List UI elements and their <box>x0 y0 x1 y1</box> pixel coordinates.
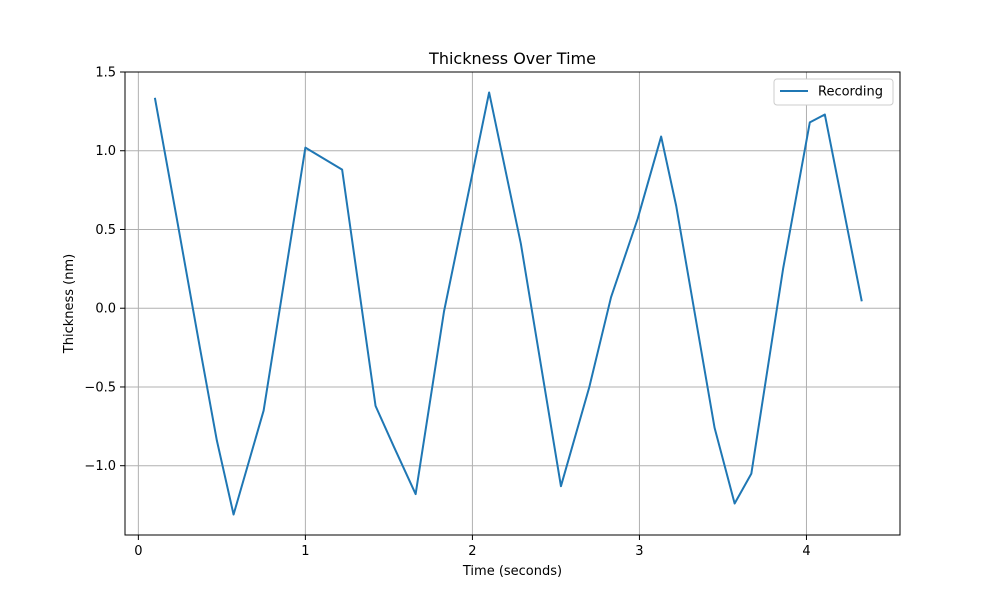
x-tick-label: 1 <box>301 544 309 559</box>
legend: Recording <box>773 78 894 106</box>
y-tick-label: 1.0 <box>95 144 116 159</box>
ticks: 0 1 2 3 4 −1.0 −0.5 0.0 0.5 1.0 1.5 <box>84 66 810 560</box>
y-tick-label: −0.5 <box>84 380 116 395</box>
plot-frame <box>124 71 901 536</box>
legend-box <box>773 78 894 106</box>
y-tick-label: 0.5 <box>95 223 116 238</box>
y-tick-label: 1.5 <box>95 66 116 81</box>
legend-label: Recording <box>818 85 883 100</box>
y-axis-label: Thickness (nm) <box>62 254 77 354</box>
series-line-recording <box>153 91 863 516</box>
y-tick-label: 0.0 <box>95 302 116 317</box>
x-tick-label: 4 <box>802 544 810 559</box>
chart-title: Thickness Over Time <box>428 49 596 68</box>
x-tick-label: 0 <box>134 544 142 559</box>
x-axis-label: Time (seconds) <box>462 564 562 579</box>
y-tick-label: −1.0 <box>84 459 116 474</box>
x-tick-label: 3 <box>635 544 643 559</box>
series-layer <box>153 91 863 516</box>
plot-area <box>125 72 900 535</box>
x-tick-label: 2 <box>468 544 476 559</box>
